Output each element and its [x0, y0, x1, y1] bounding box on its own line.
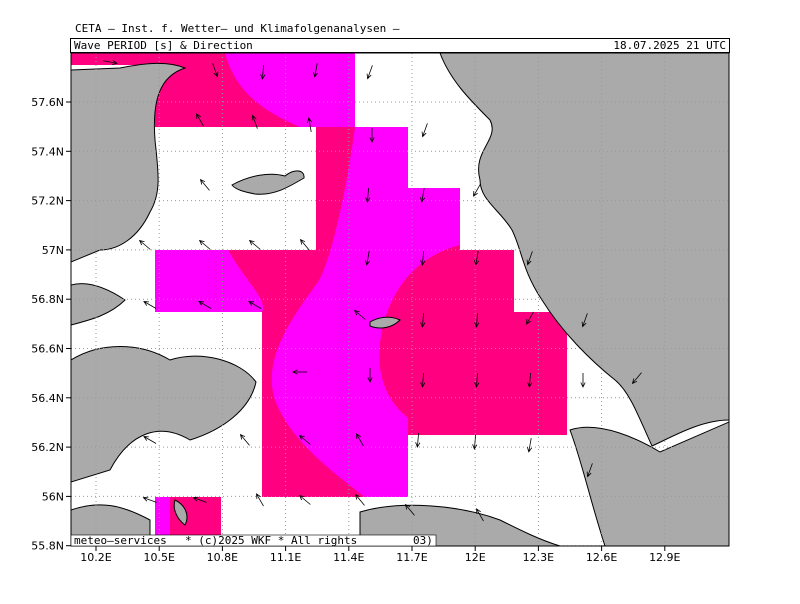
arrow	[298, 434, 311, 445]
arrow	[527, 372, 533, 388]
arrow	[366, 65, 373, 80]
arrow	[474, 372, 480, 388]
arrow	[472, 434, 478, 450]
arrow	[631, 372, 642, 385]
arrow	[526, 311, 534, 325]
latitude-label: 57N	[42, 244, 64, 257]
arrow	[365, 251, 371, 266]
longitude-label: 11.7E	[396, 551, 427, 564]
arrow	[527, 438, 533, 453]
arrow	[248, 301, 262, 309]
longitude-label: 12E	[465, 551, 486, 564]
arrow	[143, 301, 157, 309]
arrow	[367, 368, 373, 383]
longitude-label: 12.6E	[586, 551, 617, 564]
direction-arrows	[103, 59, 642, 522]
arrow	[251, 114, 258, 129]
arrow	[420, 188, 426, 203]
longitude-label: 12.9E	[649, 551, 680, 564]
arrow	[415, 432, 421, 448]
axis-labels: 57.6N 57.4N 57.2N 57N 56.8N 56.6N 56.4N 56.2N 56…	[31, 96, 680, 564]
arrow	[196, 113, 204, 127]
longitude-label: 12.3E	[523, 551, 554, 564]
latitude-label: 56N	[42, 490, 64, 503]
arrow	[421, 123, 428, 138]
arrow	[199, 178, 210, 191]
footer-note: 03)	[413, 534, 433, 547]
arrow	[198, 239, 211, 250]
arrow	[239, 433, 250, 446]
arrow	[298, 494, 311, 505]
latitude-label: 56.2N	[31, 441, 64, 454]
arrow	[526, 251, 533, 266]
arrow	[474, 312, 480, 328]
longitude-label: 11.1E	[270, 551, 301, 564]
arrow	[580, 373, 586, 388]
latitude-label: 55.8N	[31, 540, 64, 553]
arrow	[474, 251, 480, 266]
footer-copyright: * (c)2025 WKF * All rights	[185, 534, 357, 547]
footer-box	[70, 534, 437, 547]
arrow	[365, 187, 371, 203]
arrow	[212, 63, 219, 78]
arrow	[292, 369, 307, 375]
longitude-label: 10.8E	[207, 551, 238, 564]
arrow	[420, 250, 426, 266]
arrow	[138, 239, 151, 250]
longitude-label: 10.5E	[143, 551, 174, 564]
arrow	[198, 301, 212, 309]
arrow	[420, 372, 426, 388]
latitude-label: 57.6N	[31, 96, 64, 109]
arrow	[369, 128, 375, 143]
arrow	[356, 433, 364, 447]
arrow	[248, 239, 261, 250]
valid-time: 18.07.2025 21 UTC	[613, 39, 726, 52]
arrow	[143, 436, 157, 444]
arrow	[307, 117, 313, 132]
parameter: Wave PERIOD [s] & Direction	[74, 39, 253, 52]
arrow	[142, 496, 157, 503]
arrow	[353, 309, 366, 320]
arrow	[420, 312, 426, 328]
longitude-label: 10.2E	[80, 551, 111, 564]
latitude-label: 57.4N	[31, 145, 64, 158]
latitude-label: 56.6N	[31, 343, 64, 356]
title: CETA — Inst. f. Wetter— und Klimafolgena…	[75, 22, 400, 35]
arrow	[103, 59, 118, 65]
arrow	[473, 183, 481, 197]
arrow	[354, 493, 365, 506]
arrow	[476, 508, 484, 522]
latitude-label: 56.4N	[31, 392, 64, 405]
longitude-label: 11.4E	[333, 551, 364, 564]
arrow	[586, 463, 593, 478]
arrow	[260, 64, 266, 80]
latitude-label: 56.8N	[31, 293, 64, 306]
arrow	[313, 63, 319, 78]
latitude-label: 57.2N	[31, 195, 64, 208]
arrow	[256, 493, 264, 507]
arrow	[581, 313, 588, 328]
arrow	[192, 496, 207, 503]
arrow	[404, 503, 415, 516]
footer-provider: meteo—services	[74, 534, 167, 547]
arrow	[299, 238, 310, 251]
map-area	[71, 53, 729, 546]
